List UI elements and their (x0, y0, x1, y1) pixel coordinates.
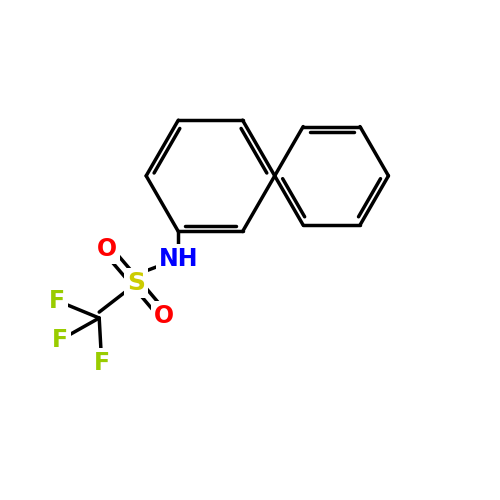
Text: O: O (154, 304, 174, 328)
Text: F: F (94, 350, 110, 374)
Text: F: F (49, 288, 65, 312)
Text: O: O (96, 237, 116, 261)
Text: S: S (128, 272, 146, 295)
Text: NH: NH (158, 246, 198, 270)
Text: F: F (52, 328, 68, 352)
